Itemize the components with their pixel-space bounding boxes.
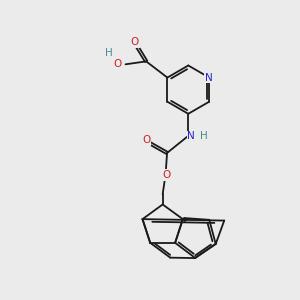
Text: O: O bbox=[114, 59, 122, 69]
Text: N: N bbox=[205, 73, 213, 82]
Text: H: H bbox=[200, 131, 208, 142]
Text: H: H bbox=[106, 48, 113, 58]
Text: O: O bbox=[131, 37, 139, 47]
Text: O: O bbox=[163, 170, 171, 180]
Text: N: N bbox=[187, 131, 195, 142]
Text: O: O bbox=[142, 135, 151, 145]
